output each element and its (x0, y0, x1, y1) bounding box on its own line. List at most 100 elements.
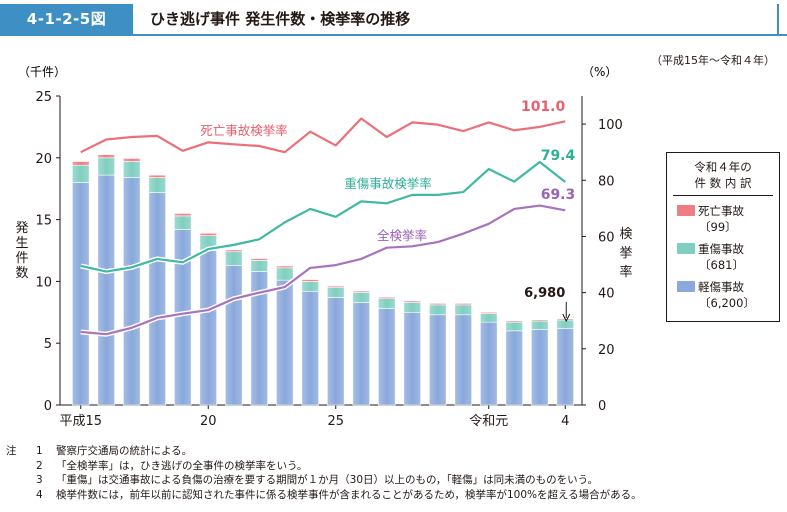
note-row-4: 4 検挙件数には，前年以前に認知された事件に係る検挙事件が含まれることがあるため，… (6, 488, 642, 503)
right-tick-label: 100 (598, 118, 623, 133)
right-axis-unit: （%） (582, 65, 617, 79)
bar-segment (148, 177, 166, 193)
bar-segment (403, 300, 421, 303)
legend-item-serious: 重傷事故 〔681〕 (677, 241, 777, 273)
overall-rate-end-value: 69.3 (541, 187, 576, 203)
left-tick-label: 20 (35, 152, 52, 167)
left-tick-label: 10 (35, 275, 52, 290)
left-axis-label-char: 発 (15, 221, 28, 236)
legend-count-fatal: 〔99〕 (699, 220, 737, 234)
note-text: 検挙件数には，前年以前に認知された事件に係る検挙事件が含まれることがあるため，検… (56, 488, 642, 501)
note-number: 1 (36, 445, 43, 457)
bar-segment (327, 287, 345, 298)
total-annotation: 6,980 (524, 286, 565, 301)
legend-count-minor: 〔6,200〕 (699, 296, 755, 310)
figure-header: 4-1-2-5図 ひき逃げ事件 発生件数・検挙率の推移 (0, 0, 787, 36)
bar-segment (327, 297, 345, 406)
bar-segment (276, 279, 294, 406)
annotation-arrow-head (562, 313, 571, 323)
bar-segment (352, 290, 370, 293)
figure-title: ひき逃げ事件 発生件数・検挙率の推移 (150, 10, 411, 28)
note-text: 「全検挙率」は，ひき逃げの全事件の検挙率をいう。 (56, 459, 308, 472)
bar-segment (531, 320, 549, 330)
note-row-2: 2 「全検挙率」は，ひき逃げの全事件の検挙率をいう。 (6, 459, 642, 474)
x-tick-label: 4 (561, 414, 569, 429)
bar-segment (505, 320, 523, 323)
x-tick-label: 平成15 (59, 414, 102, 429)
bar-segment (429, 304, 447, 316)
bar-segment (123, 177, 141, 406)
legend-title-line2: 件 数 内 訳 (694, 176, 752, 190)
bar-segment (276, 267, 294, 281)
legend-swatch-fatal (677, 205, 695, 216)
x-tick-label: 20 (200, 414, 217, 429)
bar-segment (480, 311, 498, 314)
bar-segment (480, 321, 498, 406)
note-number: 4 (36, 488, 43, 501)
note-number: 3 (36, 474, 43, 486)
legend-title-line1: 令和４年の (694, 160, 752, 174)
bar-segment (97, 174, 115, 406)
note-text: 「重傷」は交通事故による負傷の治療を要する期間が１か月（30日）以上のもの，「軽… (56, 474, 599, 486)
bar-segment (301, 290, 319, 406)
bar-segment (97, 157, 115, 176)
bar-segment (72, 164, 90, 183)
bar-segment (352, 302, 370, 406)
left-axis-label-char: 生 (15, 236, 28, 251)
bar-segment (123, 158, 141, 162)
bar-segment (199, 232, 217, 236)
right-tick-label: 0 (598, 399, 606, 414)
left-tick-label: 25 (35, 90, 52, 105)
series-line (80, 117, 566, 154)
notes-block: 注 1 警察庁交通局の統計による。 2 「全検挙率」は，ひき逃げの全事件の検挙率をいう… (6, 444, 642, 502)
legend-box: 令和４年の 件 数 内 訳 死亡事故 〔99〕 重傷事故 〔681〕 軽傷事故 … (666, 152, 780, 322)
notes-lead: 注 (6, 445, 17, 457)
left-tick-label: 15 (35, 214, 52, 229)
x-tick-label: 25 (327, 414, 344, 429)
fatal-rate-end-value: 101.0 (521, 99, 566, 115)
legend-count-serious: 〔681〕 (699, 258, 744, 272)
serious-rate-label: 重傷事故検挙率 (344, 176, 432, 191)
bar-segment (505, 330, 523, 406)
bar-segment (148, 174, 166, 178)
bar-segment (556, 328, 574, 406)
right-tick-label: 20 (598, 343, 615, 358)
bar-segment (148, 192, 166, 406)
bar-segment (72, 182, 90, 406)
bar-segment (301, 279, 319, 282)
legend-title: 令和４年の 件 数 内 訳 (667, 159, 779, 191)
right-tick-label: 80 (598, 174, 615, 189)
left-axis-unit: （千件） (18, 65, 66, 79)
bar-segment (199, 250, 217, 406)
right-tick-label: 40 (598, 287, 615, 302)
bar-segment (531, 329, 549, 406)
legend-label-fatal: 死亡事故 (698, 204, 744, 218)
bar-segment (505, 321, 523, 332)
note-text: 警察庁交通局の統計による。 (56, 445, 193, 457)
legend-swatch-minor (677, 281, 695, 292)
bar-segment (250, 258, 268, 261)
bar-segment (378, 298, 396, 309)
bar-segment (327, 285, 345, 288)
bar-segment (378, 296, 396, 300)
bar-segment (454, 304, 472, 316)
right-axis-label-char: 率 (619, 264, 632, 280)
bar-segment (97, 154, 115, 159)
bar-segment (403, 302, 421, 313)
legend-label-serious: 重傷事故 (698, 242, 744, 256)
left-axis-label-char: 数 (15, 266, 28, 281)
bar-segment (174, 215, 192, 230)
series-line (80, 160, 566, 273)
bar-segment (250, 260, 268, 272)
header-underline (0, 34, 787, 36)
bar-segment (225, 251, 243, 266)
left-axis-label-char: 件 (15, 251, 28, 266)
bar-segment (123, 161, 141, 178)
right-axis-label-char: 検 (619, 227, 632, 242)
bar-segment (276, 265, 294, 269)
bar-segment (378, 308, 396, 406)
bar-segment (403, 311, 421, 406)
bar-segment (301, 281, 319, 292)
